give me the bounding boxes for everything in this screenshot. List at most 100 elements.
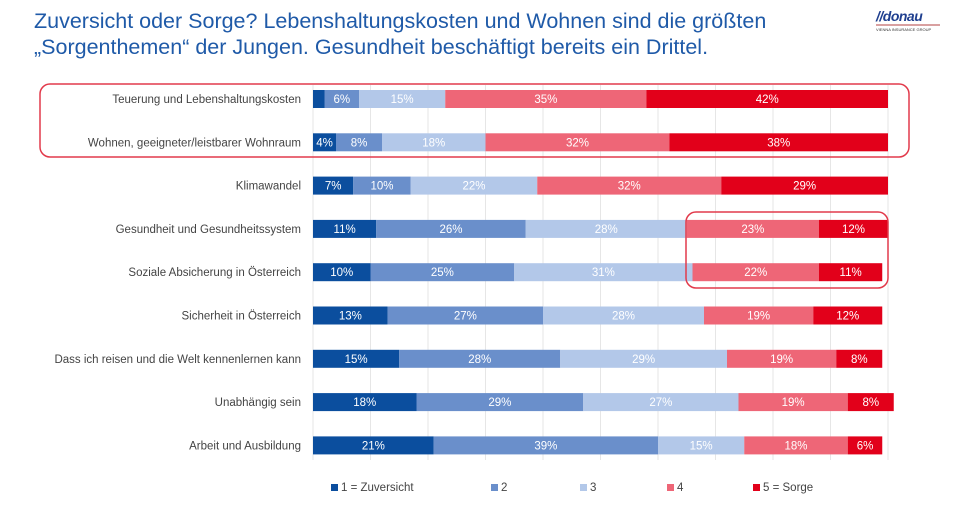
data-label: 11%	[334, 224, 356, 236]
legend-swatch	[491, 484, 498, 491]
bar-segment	[376, 219, 526, 238]
donau-logo: //donau VIENNA INSURANCE GROUP	[876, 8, 940, 34]
data-label: 23%	[741, 224, 764, 236]
category-label: Arbeit und Ausbildung	[189, 440, 301, 452]
bar-segment	[836, 349, 883, 368]
bar-segment	[313, 263, 371, 282]
logo-rule	[876, 24, 940, 26]
data-label: 42%	[756, 94, 779, 106]
data-label: 18%	[422, 137, 445, 149]
data-label: 12%	[836, 311, 859, 323]
bar-segment	[560, 349, 727, 368]
data-label: 29%	[632, 354, 655, 366]
bar-segment	[669, 133, 888, 152]
legend-swatch	[331, 484, 338, 491]
bar-segment	[646, 90, 888, 108]
bar-segment	[537, 176, 722, 195]
category-label: Gesundheit und Gesundheitssystem	[116, 224, 301, 236]
category-label: Soziale Absicherung in Österreich	[128, 267, 301, 279]
bar-segment	[387, 306, 543, 325]
bar-segment	[410, 176, 538, 195]
bar-segment	[514, 263, 693, 282]
legend-swatch	[580, 484, 587, 491]
legend-label: 1 = Zuversicht	[341, 482, 414, 494]
bar-segment	[313, 393, 417, 412]
data-label: 28%	[468, 354, 491, 366]
data-label: 4%	[316, 137, 333, 149]
data-label: 29%	[793, 181, 816, 193]
bar-segment	[485, 133, 670, 152]
legend-label: 5 = Sorge	[763, 482, 813, 494]
bar-segment	[744, 436, 848, 455]
data-label: 19%	[747, 311, 770, 323]
data-label: 8%	[851, 354, 868, 366]
data-label: 29%	[488, 397, 511, 409]
bar-segment	[813, 306, 883, 325]
data-label: 15%	[690, 440, 713, 452]
bar-segment	[543, 306, 704, 325]
legend-label: 3	[590, 482, 596, 494]
data-label: 32%	[618, 181, 641, 193]
data-label: 10%	[370, 181, 393, 193]
data-label: 38%	[767, 137, 790, 149]
logo-tagline: VIENNA INSURANCE GROUP	[876, 27, 932, 32]
bar-segment	[704, 306, 814, 325]
data-label: 19%	[782, 397, 805, 409]
data-label: 32%	[566, 137, 589, 149]
bar-segment	[313, 349, 400, 368]
data-label: 27%	[649, 397, 672, 409]
bar-segment	[353, 176, 411, 195]
data-label: 7%	[325, 181, 342, 193]
bar-segment	[336, 133, 382, 152]
bar-segment	[847, 436, 883, 455]
bar-segment	[847, 393, 894, 412]
data-label: 12%	[842, 224, 865, 236]
bar-segment	[721, 176, 888, 195]
bar-segment	[727, 349, 837, 368]
data-label: 39%	[534, 440, 557, 452]
bar-segment	[313, 306, 388, 325]
data-label: 6%	[857, 440, 874, 452]
bar-segment	[370, 263, 515, 282]
title-line-1: Zuversicht oder Sorge? Lebenshaltungskos…	[34, 9, 767, 33]
bar-segment	[313, 133, 336, 152]
data-label: 35%	[534, 94, 557, 106]
data-label: 22%	[462, 181, 485, 193]
data-label: 8%	[351, 137, 368, 149]
bar-segment	[313, 90, 325, 108]
bar-segment	[583, 393, 739, 412]
bar-segment	[399, 349, 561, 368]
data-label: 26%	[439, 224, 462, 236]
data-label: 25%	[431, 267, 454, 279]
bar-segment	[525, 219, 687, 238]
bar-segment	[692, 263, 819, 282]
data-label: 18%	[353, 397, 376, 409]
data-label: 28%	[612, 311, 635, 323]
bar-segment	[445, 90, 647, 108]
category-label: Teuerung und Lebenshaltungskosten	[112, 94, 301, 106]
data-label: 11%	[840, 267, 862, 279]
bar-segment	[313, 436, 434, 455]
bar-segment	[433, 436, 658, 455]
bar-segment	[359, 90, 446, 108]
legend-label: 4	[677, 482, 684, 494]
data-label: 28%	[595, 224, 618, 236]
page-title: Zuversicht oder Sorge? Lebenshaltungskos…	[34, 8, 834, 60]
data-label: 22%	[744, 267, 767, 279]
bar-segment	[324, 90, 359, 108]
category-label: Wohnen, geeigneter/leistbarer Wohnraum	[88, 137, 301, 149]
bar-segment	[382, 133, 486, 152]
bar-segment	[686, 219, 819, 238]
category-label: Unabhängig sein	[215, 397, 301, 409]
logo-wordmark: donau	[882, 8, 923, 24]
legend-label: 2	[501, 482, 507, 494]
data-label: 27%	[454, 311, 477, 323]
legend-swatch	[753, 484, 760, 491]
bar-segment	[416, 393, 584, 412]
data-label: 18%	[784, 440, 807, 452]
highlight-box-top	[39, 83, 910, 158]
bar-segment	[738, 393, 848, 412]
bar-segment	[658, 436, 745, 455]
data-label: 10%	[330, 267, 353, 279]
